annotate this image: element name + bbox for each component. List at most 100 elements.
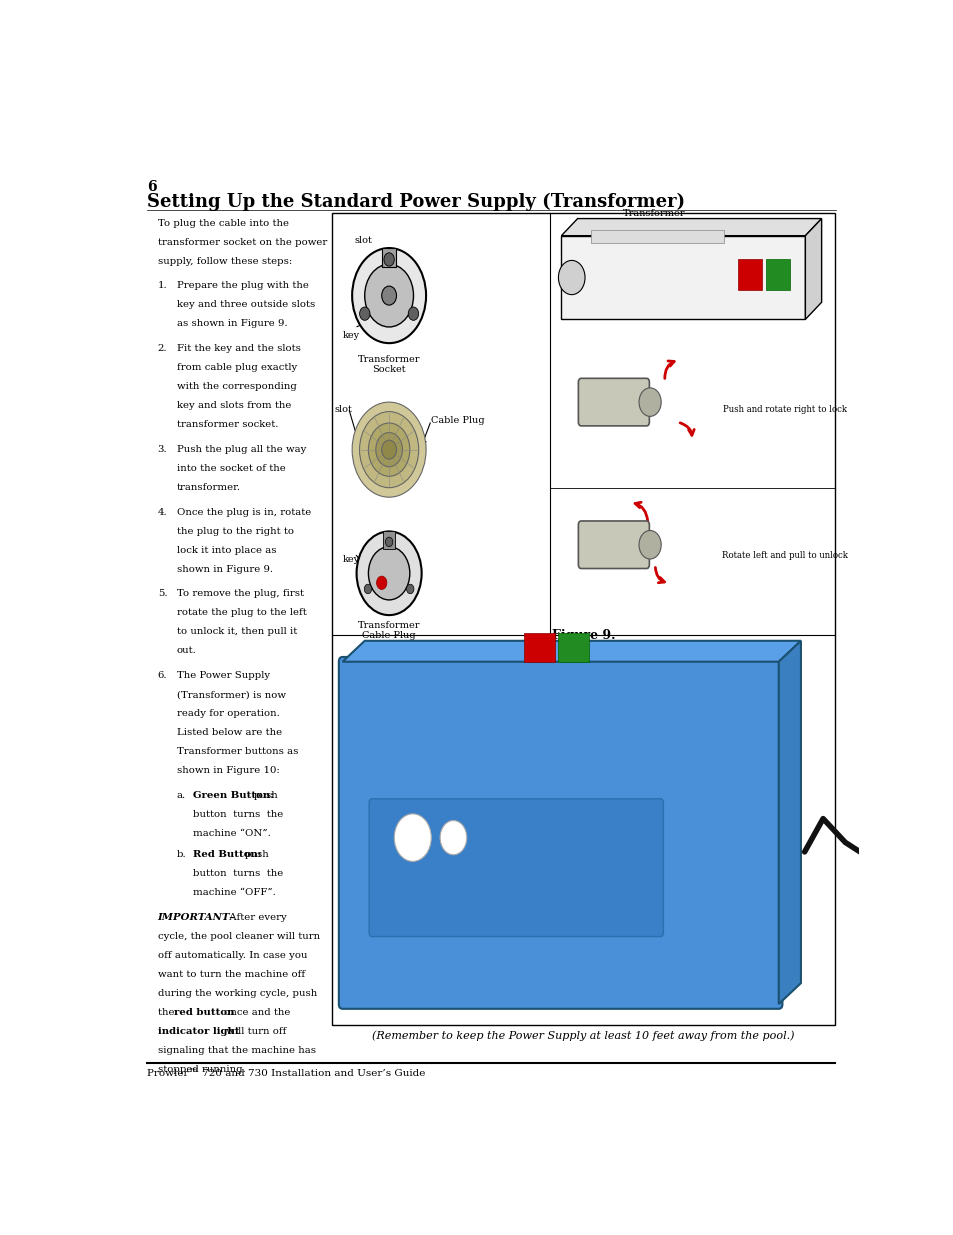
Text: Transformer buttons as: Transformer buttons as <box>176 747 298 756</box>
Circle shape <box>356 531 421 615</box>
Circle shape <box>381 440 396 459</box>
Text: into the socket of the: into the socket of the <box>176 464 285 473</box>
Circle shape <box>359 411 418 488</box>
Text: push: push <box>253 792 278 800</box>
Circle shape <box>364 584 372 594</box>
FancyBboxPatch shape <box>738 259 760 290</box>
Text: rotate the plug to the left: rotate the plug to the left <box>176 609 306 618</box>
Circle shape <box>639 388 660 416</box>
Text: Push the plug all the way: Push the plug all the way <box>176 445 306 454</box>
Text: shown in Figure 10:: shown in Figure 10: <box>176 767 279 776</box>
Text: b.: b. <box>176 850 187 860</box>
Text: want to turn the machine off: want to turn the machine off <box>157 969 305 979</box>
Text: 6.: 6. <box>157 672 167 680</box>
FancyBboxPatch shape <box>369 799 662 936</box>
FancyBboxPatch shape <box>332 212 834 1025</box>
Text: lock it into place as: lock it into place as <box>176 546 276 555</box>
Circle shape <box>385 537 393 547</box>
Text: supply, follow these steps:: supply, follow these steps: <box>157 257 292 266</box>
Text: Once the plug is in, rotate: Once the plug is in, rotate <box>176 508 311 516</box>
Text: a.: a. <box>176 792 186 800</box>
Text: Listed below are the: Listed below are the <box>176 729 282 737</box>
Text: button  turns  the: button turns the <box>193 869 283 878</box>
Text: the: the <box>157 1008 177 1016</box>
Text: transformer socket on the power: transformer socket on the power <box>157 237 327 247</box>
Text: Prepare the plug with the: Prepare the plug with the <box>176 282 309 290</box>
Circle shape <box>406 584 414 594</box>
Text: Fit the key and the slots: Fit the key and the slots <box>176 345 300 353</box>
Text: Cable Plug: Cable Plug <box>431 416 484 425</box>
Text: out.: out. <box>176 646 196 656</box>
Circle shape <box>368 547 410 600</box>
Text: as shown in Figure 9.: as shown in Figure 9. <box>176 320 287 329</box>
FancyBboxPatch shape <box>524 634 555 662</box>
Text: Red Button:: Red Button: <box>193 850 261 860</box>
Circle shape <box>375 432 402 467</box>
FancyBboxPatch shape <box>578 521 649 568</box>
Text: red button: red button <box>173 1008 234 1016</box>
Polygon shape <box>342 641 801 662</box>
FancyBboxPatch shape <box>765 259 789 290</box>
Text: IMPORTANT–: IMPORTANT– <box>157 913 235 921</box>
FancyBboxPatch shape <box>578 378 649 426</box>
Text: indicator light: indicator light <box>157 1026 239 1036</box>
Text: To plug the cable into the: To plug the cable into the <box>157 219 289 227</box>
Text: transformer.: transformer. <box>176 483 241 492</box>
Text: 6: 6 <box>147 179 157 194</box>
FancyBboxPatch shape <box>871 829 914 887</box>
Text: Push and rotate right to lock: Push and rotate right to lock <box>721 405 846 414</box>
FancyBboxPatch shape <box>590 230 723 243</box>
Circle shape <box>368 424 410 477</box>
Text: 5.: 5. <box>157 589 167 599</box>
Text: Rotate left and pull to unlock: Rotate left and pull to unlock <box>720 551 847 559</box>
Text: 2.: 2. <box>157 345 167 353</box>
Text: 4.: 4. <box>157 508 168 516</box>
Text: Figure 9.: Figure 9. <box>551 630 615 642</box>
Polygon shape <box>560 219 821 236</box>
Text: The Power Supply: The Power Supply <box>176 672 270 680</box>
Text: shown in Figure 9.: shown in Figure 9. <box>176 564 273 574</box>
Text: machine “ON”.: machine “ON”. <box>193 829 271 839</box>
Circle shape <box>408 308 418 320</box>
Text: Figure 10.: Figure 10. <box>547 997 619 1009</box>
Text: Transformer
Cable Plug: Transformer Cable Plug <box>357 621 420 640</box>
FancyBboxPatch shape <box>383 531 395 548</box>
Text: with the corresponding: with the corresponding <box>176 382 296 391</box>
Text: Green Button:: Green Button: <box>193 792 274 800</box>
Circle shape <box>364 264 413 327</box>
Circle shape <box>394 814 431 862</box>
Text: Transformer
Socket: Transformer Socket <box>357 354 420 374</box>
Text: slot: slot <box>354 236 372 245</box>
Text: from cable plug exactly: from cable plug exactly <box>176 363 296 372</box>
Text: slot: slot <box>334 405 352 414</box>
Text: cycle, the pool cleaner will turn: cycle, the pool cleaner will turn <box>157 931 319 941</box>
Text: Prowler™ 720 and 730 Installation and User’s Guide: Prowler™ 720 and 730 Installation and Us… <box>147 1068 425 1078</box>
Text: off automatically. In case you: off automatically. In case you <box>157 951 307 960</box>
Text: key and three outside slots: key and three outside slots <box>176 300 314 309</box>
Text: Setting Up the Standard Power Supply (Transformer): Setting Up the Standard Power Supply (Tr… <box>147 193 685 211</box>
Circle shape <box>383 253 394 266</box>
Circle shape <box>359 308 370 320</box>
Circle shape <box>376 576 387 589</box>
Text: stopped running.: stopped running. <box>157 1065 245 1074</box>
Text: Transformer
Socket: Transformer Socket <box>622 209 684 228</box>
FancyBboxPatch shape <box>558 634 589 662</box>
Polygon shape <box>804 219 821 320</box>
Text: push: push <box>245 850 270 860</box>
Circle shape <box>381 287 396 305</box>
Text: To remove the plug, first: To remove the plug, first <box>176 589 304 599</box>
Circle shape <box>352 248 426 343</box>
Text: key: key <box>342 556 359 564</box>
Text: the plug to the right to: the plug to the right to <box>176 526 294 536</box>
FancyBboxPatch shape <box>338 657 781 1009</box>
Circle shape <box>439 820 466 855</box>
Text: key: key <box>342 331 359 340</box>
Circle shape <box>639 531 660 559</box>
Text: to unlock it, then pull it: to unlock it, then pull it <box>176 627 296 636</box>
Text: transformer socket.: transformer socket. <box>176 420 278 430</box>
Text: ready for operation.: ready for operation. <box>176 709 279 719</box>
Text: machine “OFF”.: machine “OFF”. <box>193 888 275 897</box>
Text: 3.: 3. <box>157 445 168 454</box>
Polygon shape <box>778 641 801 1004</box>
Text: button  turns  the: button turns the <box>193 810 283 819</box>
